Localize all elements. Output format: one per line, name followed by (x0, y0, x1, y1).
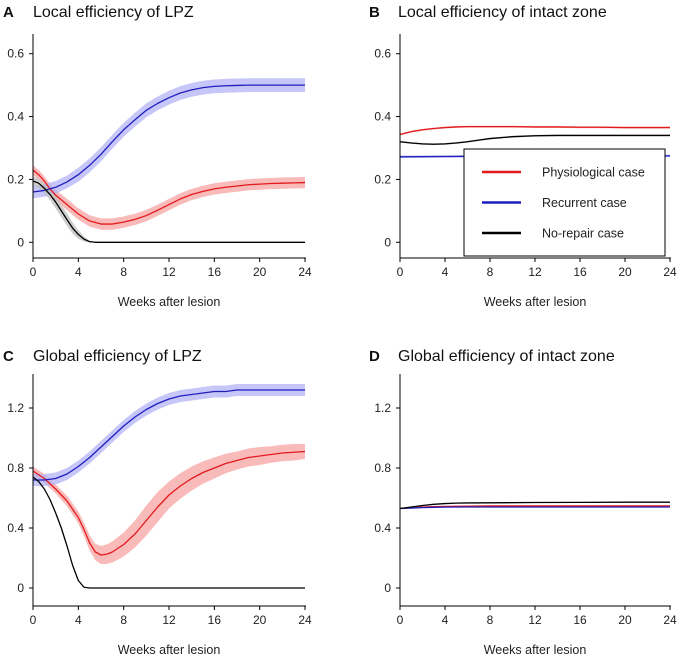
line-recurrent-case (33, 389, 305, 481)
y-tick-label: 0.2 (7, 172, 24, 186)
x-tick-label: 24 (298, 613, 312, 627)
line-recurrent-case (399, 506, 670, 510)
y-tick-label: 0 (384, 581, 391, 595)
x-tick-label: 4 (442, 613, 449, 627)
x-tick-label: 16 (208, 613, 222, 627)
y-tick-label: 0 (384, 235, 391, 249)
line-physiological-case (32, 450, 306, 556)
panel-c: C Global efficiency of LPZ 0 4 8 12 16 20 24 0 0.4… (3, 348, 312, 656)
x-tick-label: 0 (397, 613, 404, 627)
x-axis-label: Weeks after lesion (118, 295, 221, 309)
y-tick-label: 0.4 (374, 110, 391, 124)
y-tick-label: 0.6 (7, 47, 24, 61)
x-tick-label: 12 (528, 613, 542, 627)
y-tick-label: 0.6 (374, 47, 391, 61)
panel-title: Global efficiency of intact zone (398, 348, 615, 365)
y-tick-label: 0 (17, 235, 24, 249)
y-tick-label: 0 (17, 581, 24, 595)
y-tick-label: 0.8 (7, 461, 24, 475)
x-tick-label: 12 (528, 265, 542, 279)
legend-label: Physiological case (542, 166, 645, 180)
band-no-repair-case (400, 134, 670, 146)
band-physiological-case (400, 125, 670, 136)
line-recurrent-case (32, 84, 305, 193)
x-tick-label: 12 (162, 613, 176, 627)
x-tick-label: 16 (573, 613, 587, 627)
line-physiological-case (32, 169, 306, 225)
x-tick-label: 24 (298, 265, 312, 279)
y-tick-label: 0.4 (7, 110, 24, 124)
y-tick-label: 0.8 (374, 461, 391, 475)
x-tick-label: 4 (75, 613, 82, 627)
x-tick-label: 20 (618, 613, 632, 627)
panel-title: Local efficiency of LPZ (33, 4, 194, 21)
x-tick-label: 8 (487, 613, 494, 627)
x-tick-label: 12 (162, 265, 176, 279)
panel-letter: C (3, 348, 14, 365)
line-no-repair-case (32, 180, 305, 243)
x-tick-label: 8 (487, 265, 494, 279)
x-tick-label: 20 (253, 265, 267, 279)
panel-b: B Local efficiency of intact zone 0 4 8 12 16 2… (369, 4, 677, 309)
x-tick-label: 4 (442, 265, 449, 279)
legend-label: No-repair case (542, 227, 624, 241)
panel-a: A Local efficiency of LPZ 0 4 8 12 16 20 24 0 0.2 0… (3, 4, 312, 309)
x-tick-label: 0 (397, 265, 404, 279)
x-axis-label: Weeks after lesion (118, 643, 221, 656)
line-no-repair-case (399, 501, 670, 510)
y-tick-label: 0.2 (374, 172, 391, 186)
band-physiological-case (33, 165, 305, 230)
x-axis-label: Weeks after lesion (484, 643, 587, 656)
panel-title: Local efficiency of intact zone (398, 4, 607, 21)
line-no-repair-case (32, 476, 305, 589)
y-tick-label: 1.2 (7, 401, 24, 415)
y-tick-label: 0.4 (7, 521, 24, 535)
panel-title: Global efficiency of LPZ (33, 348, 202, 365)
y-tick-label: 1.2 (374, 401, 391, 415)
band-physiological-case (33, 444, 305, 564)
band-recurrent-case (33, 78, 305, 199)
line-physiological-case (399, 125, 670, 136)
x-tick-label: 20 (618, 265, 632, 279)
x-tick-label: 24 (663, 265, 677, 279)
line-no-repair-case (399, 134, 670, 145)
x-tick-label: 24 (663, 613, 677, 627)
x-tick-label: 8 (120, 265, 127, 279)
x-tick-label: 16 (573, 265, 587, 279)
panel-letter: D (369, 348, 380, 365)
panel-d: D Global efficiency of intact zone 0 4 8 12 16… (369, 348, 677, 656)
x-tick-label: 0 (30, 265, 37, 279)
panel-letter: B (369, 4, 380, 21)
panel-letter: A (3, 4, 14, 21)
x-tick-label: 20 (253, 613, 267, 627)
x-tick-label: 0 (30, 613, 37, 627)
x-tick-label: 4 (75, 265, 82, 279)
legend-label: Recurrent case (542, 196, 627, 210)
legend: Physiological case Recurrent case No-repai… (463, 148, 666, 257)
band-recurrent-case (33, 384, 305, 486)
y-tick-label: 0.4 (374, 521, 391, 535)
x-tick-label: 16 (208, 265, 222, 279)
x-axis-label: Weeks after lesion (484, 295, 587, 309)
x-tick-label: 8 (120, 613, 127, 627)
